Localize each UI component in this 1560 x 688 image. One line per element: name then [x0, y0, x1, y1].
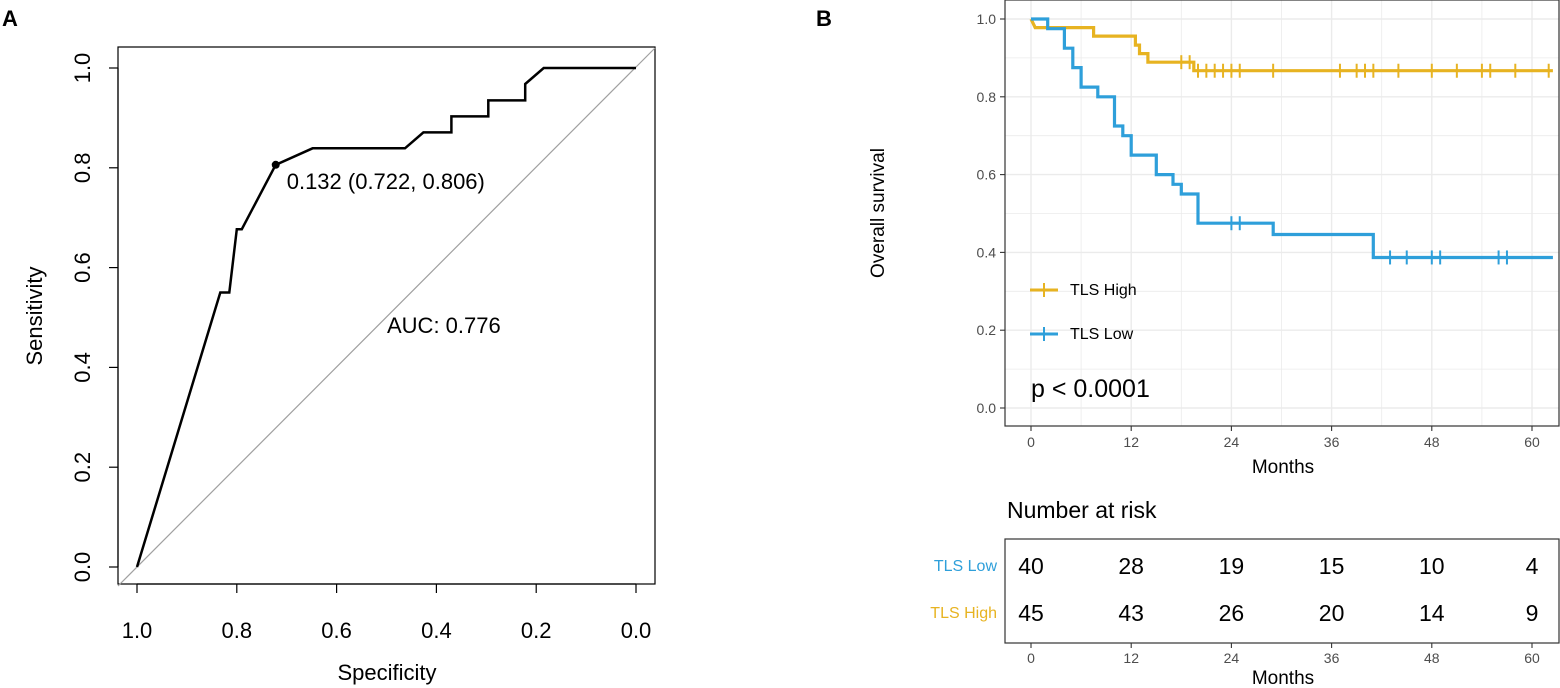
km-x-tick-label: 36 — [1324, 434, 1340, 450]
km-plot-frame — [1004, 0, 1560, 427]
roc-x-tick-label: 1.0 — [122, 618, 153, 643]
roc-x-tick-label: 0.6 — [321, 618, 352, 643]
km-x-tick-label: 0 — [1027, 434, 1035, 450]
risk-cell: 26 — [1219, 600, 1245, 626]
risk-cell: 19 — [1219, 553, 1245, 579]
km-x-tick-label: 60 — [1524, 434, 1540, 450]
risk-table-title: Number at risk — [1007, 497, 1157, 523]
risk-table-cells: 40 28 19 15 10 4 45 43 26 20 14 9 — [1018, 553, 1538, 626]
km-y-tick-label: 0.8 — [977, 89, 997, 105]
km-y-label: Overall survival — [868, 148, 889, 278]
risk-x-tick-label: 0 — [1027, 650, 1035, 666]
km-x-tick-label: 24 — [1224, 434, 1240, 450]
km-line-tls-high — [1029, 18, 1553, 73]
roc-y-label: Sensitivity — [22, 266, 47, 365]
risk-table-row-labels: TLS Low TLS High — [930, 558, 997, 622]
roc-x-tick-label: 0.4 — [421, 618, 452, 643]
roc-curve — [135, 66, 636, 568]
roc-threshold-point — [271, 160, 280, 169]
roc-y-tick-label: 0.4 — [70, 352, 95, 383]
risk-table-frame — [1004, 538, 1560, 644]
roc-y-tick-label: 1.0 — [70, 53, 95, 84]
km-panel: B 0 12 24 36 48 60 0.0 0.2 0.4 0.6 0.8 1.0 TLS Hig… — [816, 0, 1560, 688]
legend-high-label: TLS High — [1070, 282, 1137, 299]
km-legend: TLS High TLS Low — [1030, 282, 1137, 343]
risk-table: Number at risk 40 28 19 15 10 4 45 43 26 20 14 9 TL… — [930, 497, 1560, 688]
roc-panel: A 1.0 0.8 0.6 0.4 0.2 0.0 0.00.20.40.60.81.0 … — [2, 6, 656, 685]
risk-x-tick-label: 36 — [1324, 650, 1340, 666]
panel-a-letter: A — [2, 6, 18, 31]
risk-row-label: TLS Low — [934, 558, 998, 575]
km-y-axis: 0.0 0.2 0.4 0.6 0.8 1.0 — [977, 11, 1005, 416]
km-x-axis: 0 12 24 36 48 60 — [1027, 426, 1540, 450]
roc-y-axis: 0.0 0.2 0.4 0.6 0.8 1.0 — [70, 53, 119, 583]
legend-low-label: TLS Low — [1070, 326, 1134, 343]
km-x-tick-label: 12 — [1123, 434, 1139, 450]
roc-diagonal — [117, 47, 656, 587]
roc-y-tick-label: 0.8 — [70, 153, 95, 184]
km-x-tick-label: 48 — [1424, 434, 1440, 450]
roc-y-tick-label: 0.2 — [70, 452, 95, 483]
legend-item-low: TLS Low — [1030, 326, 1134, 343]
risk-cell: 20 — [1319, 600, 1345, 626]
risk-cell: 10 — [1419, 553, 1445, 579]
legend-item-high: TLS High — [1030, 282, 1137, 299]
roc-auc-label: AUC: 0.776 — [387, 313, 501, 338]
risk-cell: 4 — [1526, 553, 1539, 579]
roc-y-tick-label: 0.0 — [70, 552, 95, 583]
roc-x-tick-label: 0.2 — [521, 618, 552, 643]
risk-table-x-axis: 0 12 24 36 48 60 — [1027, 643, 1540, 666]
risk-cell: 40 — [1018, 553, 1044, 579]
km-y-tick-label: 0.0 — [977, 400, 997, 416]
roc-threshold-label: 0.132 (0.722, 0.806) — [287, 169, 485, 194]
risk-row-label: TLS High — [930, 605, 997, 622]
km-line-tls-low — [1031, 17, 1553, 260]
risk-cell: 9 — [1526, 600, 1539, 626]
risk-x-tick-label: 60 — [1524, 650, 1540, 666]
risk-cell: 14 — [1419, 600, 1445, 626]
km-y-tick-label: 0.2 — [977, 322, 997, 338]
km-plot-background — [1005, 0, 1559, 426]
roc-x-label: Specificity — [337, 660, 436, 685]
risk-cell: 28 — [1118, 553, 1144, 579]
km-y-tick-label: 0.6 — [977, 167, 997, 183]
roc-y-tick-label: 0.6 — [70, 252, 95, 283]
risk-x-tick-label: 12 — [1123, 650, 1139, 666]
km-pvalue: p < 0.0001 — [1031, 375, 1150, 403]
risk-x-tick-label: 48 — [1424, 650, 1440, 666]
roc-x-tick-label: 0.8 — [222, 618, 253, 643]
risk-cell: 45 — [1018, 600, 1044, 626]
km-y-tick-label: 0.4 — [977, 244, 997, 260]
panel-b-letter: B — [816, 6, 832, 31]
km-survival-lines — [1029, 17, 1553, 265]
roc-x-axis: 1.0 0.8 0.6 0.4 0.2 0.0 — [122, 583, 652, 643]
risk-cell: 43 — [1118, 600, 1144, 626]
risk-x-label: Months — [1252, 668, 1314, 688]
km-y-tick-label: 1.0 — [977, 11, 997, 27]
roc-x-tick-label: 0.0 — [621, 618, 652, 643]
risk-cell: 15 — [1319, 553, 1345, 579]
km-x-label: Months — [1252, 457, 1314, 478]
risk-x-tick-label: 24 — [1224, 650, 1240, 666]
